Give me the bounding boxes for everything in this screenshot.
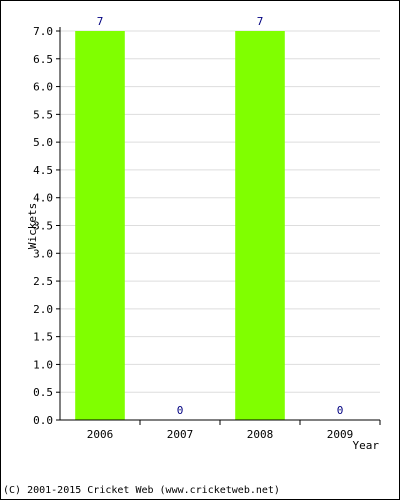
data-label: 7 — [97, 15, 104, 28]
x-tick-label: 2006 — [87, 428, 114, 441]
y-tick-label: 0.5 — [33, 386, 53, 399]
y-tick-label: 2.0 — [33, 303, 53, 316]
x-tick-label: 2008 — [247, 428, 274, 441]
y-tick-label: 2.5 — [33, 275, 53, 288]
y-tick-label: 4.0 — [33, 192, 53, 205]
y-axis-label: Wickets — [26, 203, 39, 249]
y-tick-label: 4.5 — [33, 164, 53, 177]
x-tick-label: 2009 — [327, 428, 354, 441]
x-axis-label: Year — [353, 439, 380, 452]
y-tick-label: 6.0 — [33, 81, 53, 94]
axes — [56, 27, 381, 425]
y-tick-label: 7.0 — [33, 25, 53, 38]
data-label: 7 — [257, 15, 264, 28]
labels: 0.0 0.5 1.0 1.5 2.0 2.5 3.0 3.5 4.0 4.5 5.0 5.5 6.0 6… — [33, 15, 353, 441]
bar — [235, 31, 285, 420]
y-tick-label: 5.0 — [33, 136, 53, 149]
y-tick-label: 5.5 — [33, 108, 53, 121]
x-tick-label: 2007 — [167, 428, 194, 441]
y-tick-label: 0.0 — [33, 414, 53, 427]
y-tick-label: 1.0 — [33, 358, 53, 371]
bar — [75, 31, 125, 420]
copyright-notice: (C) 2001-2015 Cricket Web (www.cricketwe… — [3, 485, 280, 496]
y-tick-label: 6.5 — [33, 53, 53, 66]
bars — [75, 31, 285, 420]
data-label: 0 — [177, 404, 184, 417]
data-label: 0 — [337, 404, 344, 417]
y-tick-label: 1.5 — [33, 331, 53, 344]
y-tick-label: 3.5 — [33, 220, 53, 233]
y-tick-label: 3.0 — [33, 247, 53, 260]
